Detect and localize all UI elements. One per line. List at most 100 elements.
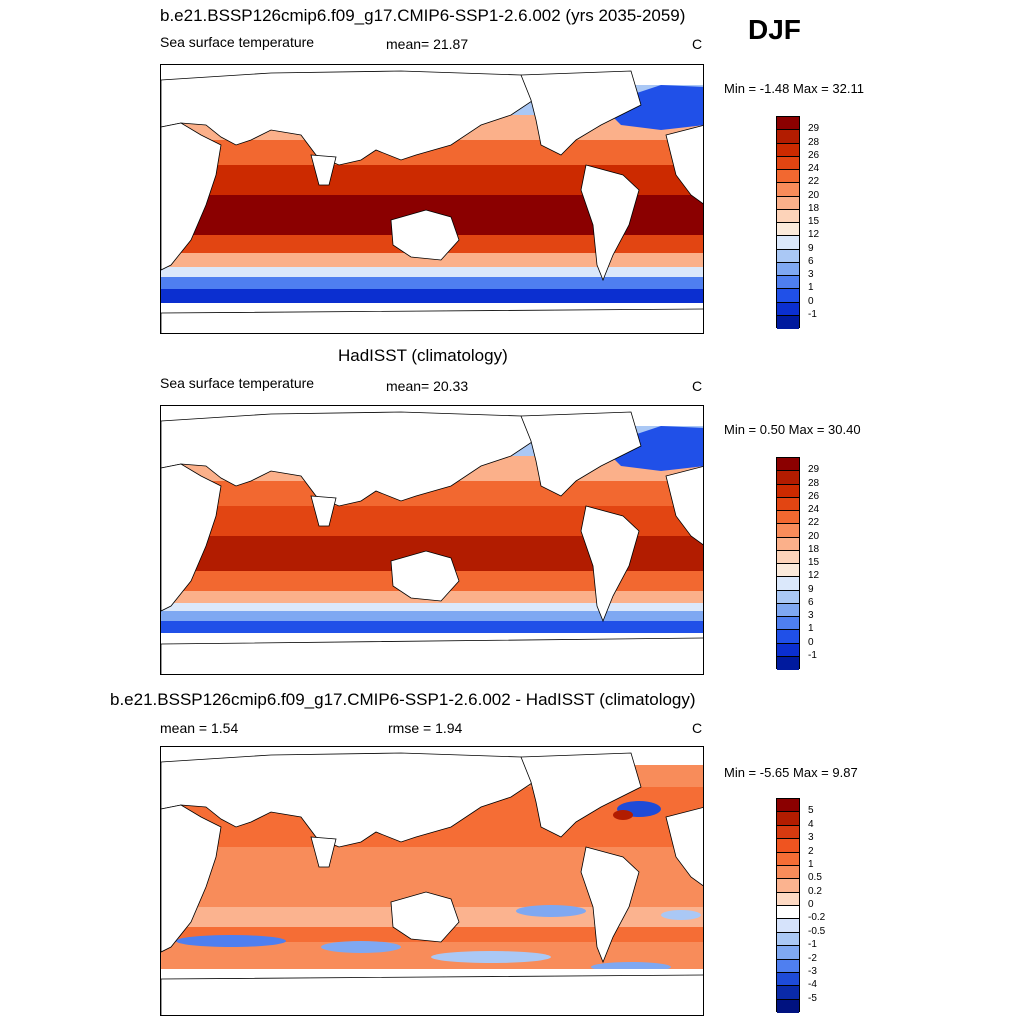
panel1-left-label: Sea surface temperature [160, 34, 315, 50]
colorbar-tick-label: -3 [808, 965, 817, 977]
colorbar-swatch [777, 656, 799, 670]
panel1-mean: mean= 21.87 [386, 36, 469, 52]
panel2-title: HadISST (climatology) [338, 346, 508, 365]
colorbar-swatch [777, 892, 799, 906]
colorbar-tick-label: 22 [808, 517, 820, 529]
colorbar-swatch [777, 550, 799, 564]
colorbar-tick-label: -2 [808, 952, 817, 964]
colorbar-tick-label: -1 [808, 308, 817, 320]
colorbar-swatch [777, 577, 799, 591]
colorbar-swatch [777, 564, 799, 578]
colorbar-swatch [777, 209, 799, 223]
colorbar-swatch [777, 959, 799, 973]
colorbar-swatch [777, 932, 799, 947]
panel3-rmse: rmse = 1.94 [388, 720, 463, 736]
colorbar-tick-label: 20 [808, 530, 820, 542]
panel3-map [160, 746, 704, 1016]
colorbar-swatch [777, 919, 799, 933]
colorbar-swatch [777, 511, 799, 525]
colorbar-tick-label: 6 [808, 255, 814, 267]
colorbar-swatch [777, 170, 799, 184]
colorbar-tick-label: 1 [808, 858, 814, 870]
panel2-map-graphic [161, 406, 703, 674]
panel1-units: C [692, 36, 703, 52]
colorbar-tick-label: 0 [808, 636, 814, 648]
panel1-map [160, 64, 704, 334]
colorbar-tick-label: -5 [808, 992, 817, 1004]
colorbar-swatch [777, 524, 799, 538]
colorbar-tick-label: 29 [808, 123, 820, 135]
colorbar-swatch [777, 812, 799, 826]
colorbar-tick-label: 24 [808, 504, 820, 515]
colorbar-tick-label: 0 [808, 295, 814, 307]
colorbar-swatch [777, 276, 799, 290]
colorbar-tick-label: 1 [808, 282, 814, 294]
colorbar-swatch [777, 946, 799, 960]
colorbar-tick-label: 28 [808, 136, 820, 148]
colorbar-tick-label: -0.5 [808, 925, 826, 937]
colorbar-tick-label: 24 [808, 163, 820, 174]
colorbar-swatch [777, 999, 799, 1013]
colorbar-swatch [777, 315, 799, 329]
panel2-minmax: Min = 0.50 Max = 30.40 [724, 422, 861, 437]
colorbar-swatch [777, 223, 799, 237]
colorbar-tick-label: 26 [808, 149, 820, 161]
colorbar-swatch [777, 458, 799, 472]
colorbar-swatch [777, 117, 799, 131]
panel2-mean: mean= 20.33 [386, 378, 469, 394]
colorbar-swatch [777, 906, 799, 920]
colorbar-swatch [777, 484, 799, 498]
panel2-colorbar [776, 457, 800, 670]
colorbar-tick-label: 0 [808, 899, 814, 910]
colorbar-tick-label: 15 [808, 557, 820, 568]
colorbar-swatch [777, 879, 799, 893]
colorbar-swatch [777, 986, 799, 1000]
panel1-colorbar [776, 116, 800, 329]
colorbar-swatch [777, 603, 799, 617]
colorbar-swatch [777, 799, 799, 813]
panel1-minmax: Min = -1.48 Max = 32.11 [724, 81, 864, 96]
colorbar-swatch [777, 262, 799, 276]
colorbar-tick-label: 1 [808, 623, 814, 635]
colorbar-swatch [777, 130, 799, 144]
colorbar-swatch [777, 156, 799, 170]
panel2-units: C [692, 378, 703, 394]
colorbar-tick-label: 20 [808, 189, 820, 201]
colorbar-tick-label: 0.2 [808, 885, 822, 897]
colorbar-tick-label: 18 [808, 543, 820, 555]
colorbar-tick-label: 4 [808, 818, 814, 830]
panel3-title: b.e21.BSSP126cmip6.f09_g17.CMIP6-SSP1-2.… [110, 690, 696, 709]
colorbar-tick-label: 6 [808, 596, 814, 608]
colorbar-tick-label: 18 [808, 202, 820, 214]
colorbar-tick-label: 0.5 [808, 872, 822, 884]
panel3-map-graphic [161, 747, 703, 1015]
colorbar-tick-label: 29 [808, 464, 820, 476]
panel2-map [160, 405, 704, 675]
colorbar-swatch [777, 972, 799, 987]
panel3-minmax: Min = -5.65 Max = 9.87 [724, 765, 858, 780]
colorbar-swatch [777, 196, 799, 210]
colorbar-swatch [777, 497, 799, 511]
colorbar-swatch [777, 471, 799, 485]
colorbar-tick-label: 15 [808, 216, 820, 227]
colorbar-swatch [777, 617, 799, 631]
panel1-map-graphic [161, 65, 703, 333]
colorbar-swatch [777, 302, 799, 316]
colorbar-tick-label: 22 [808, 176, 820, 188]
colorbar-swatch [777, 183, 799, 197]
colorbar-tick-label: 28 [808, 477, 820, 489]
colorbar-swatch [777, 865, 799, 880]
colorbar-tick-label: 12 [808, 570, 820, 582]
panel3-units: C [692, 720, 703, 736]
panel2-left-label: Sea surface temperature [160, 375, 315, 391]
colorbar-tick-label: 2 [808, 845, 814, 857]
colorbar-tick-label: 12 [808, 229, 820, 241]
colorbar-swatch [777, 289, 799, 303]
colorbar-tick-label: 9 [808, 583, 814, 595]
colorbar-tick-label: 3 [808, 610, 814, 621]
colorbar-tick-label: 9 [808, 242, 814, 254]
colorbar-tick-label: -1 [808, 939, 817, 951]
colorbar-swatch [777, 249, 799, 263]
panel3-colorbar [776, 798, 800, 1013]
panel1-title: b.e21.BSSP126cmip6.f09_g17.CMIP6-SSP1-2.… [160, 6, 686, 25]
